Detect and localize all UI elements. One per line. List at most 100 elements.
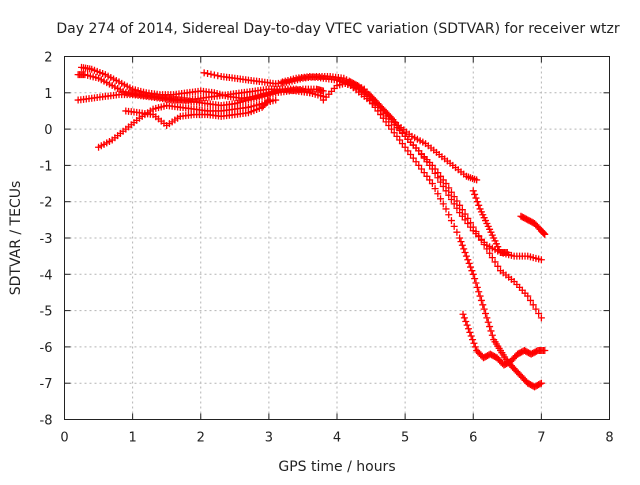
data-point [467, 263, 475, 271]
data-point [529, 301, 537, 309]
data-point [483, 314, 491, 322]
data-point [461, 210, 469, 218]
data-point [526, 296, 534, 304]
x-tick-label: 1 [128, 431, 136, 446]
data-point [475, 288, 483, 296]
x-tick-label: 0 [60, 431, 68, 446]
data-point [396, 136, 404, 144]
data-point [272, 96, 280, 104]
series-track-6 [200, 69, 481, 184]
data-point [458, 206, 466, 214]
grid [64, 56, 610, 420]
y-tick-label: 2 [44, 51, 52, 66]
y-tick-label: -4 [40, 268, 53, 283]
data-point [388, 114, 395, 122]
data-point [537, 314, 545, 322]
data-point [469, 270, 477, 278]
data-point [360, 89, 368, 97]
x-tick-label: 3 [265, 431, 273, 446]
data-point [541, 347, 549, 355]
data-point [393, 121, 401, 129]
data-point [401, 143, 409, 151]
y-tick-label: 1 [44, 87, 52, 102]
series-track-5 [122, 96, 273, 129]
data-point [472, 194, 480, 202]
data-point [458, 241, 466, 249]
data-point [535, 310, 543, 318]
y-tick-label: -8 [40, 414, 53, 429]
data-point [537, 256, 545, 264]
axis-ticks: 0 1 2 3 4 5 6 7 8 2 1 0 -1 -2 -3 -4 -5 -6 -7 -8 [40, 51, 614, 446]
series-track-4 [95, 96, 280, 151]
data-point [540, 230, 548, 238]
data-point [417, 165, 425, 173]
data-point [456, 201, 464, 209]
data-point [264, 98, 272, 106]
data-point [469, 187, 477, 195]
x-tick-label: 4 [333, 431, 341, 446]
data-point [428, 180, 436, 188]
data-point [447, 217, 455, 225]
data-point [477, 296, 485, 304]
x-tick-label: 5 [401, 431, 409, 446]
data-point [464, 325, 472, 333]
data-point [453, 197, 461, 205]
y-tick-label: -3 [40, 232, 53, 247]
data-point [379, 114, 387, 122]
y-tick-label: -2 [40, 196, 53, 211]
data-point [464, 256, 472, 264]
data-point [200, 69, 208, 77]
data-point [466, 328, 474, 336]
data-point [477, 236, 485, 244]
data-point [483, 245, 491, 253]
x-tick-label: 8 [605, 431, 613, 446]
data-point [204, 70, 212, 78]
data-point [494, 262, 502, 270]
data-point [541, 230, 549, 238]
data-point [503, 249, 511, 257]
data-point [537, 379, 545, 387]
data-point [415, 161, 423, 169]
data-point [437, 172, 445, 180]
series-track-9 [333, 76, 545, 391]
data-point [214, 72, 222, 80]
data-point [442, 205, 450, 213]
data-point [459, 310, 467, 318]
data-point [404, 147, 412, 155]
data-point [471, 275, 479, 283]
series-track-7 [279, 72, 545, 264]
y-tick-label: -5 [40, 305, 53, 320]
data-point [431, 165, 439, 173]
y-tick-label: -1 [40, 159, 53, 174]
y-tick-label: -7 [40, 377, 53, 392]
data-point [536, 380, 544, 388]
data-point [210, 71, 218, 79]
series-track-10 [459, 310, 549, 369]
data-point [488, 254, 496, 262]
data-point [473, 283, 481, 291]
data-point [423, 172, 431, 180]
data-point [471, 190, 479, 198]
data-point [479, 301, 487, 309]
data-point [371, 103, 379, 111]
data-point [468, 267, 476, 275]
data-point [398, 140, 406, 148]
data-point [471, 343, 479, 351]
data-point [393, 132, 401, 140]
data-point [445, 184, 453, 192]
y-axis-label: SDTVAR / TECUs [8, 181, 24, 296]
data-point [486, 323, 494, 331]
data-point [488, 331, 496, 339]
data-point [428, 161, 436, 169]
data-point [377, 111, 385, 119]
data-point [450, 222, 458, 230]
x-axis-label: GPS time / hours [278, 459, 395, 475]
data-point [470, 339, 478, 347]
chart-title: Day 274 of 2014, Sidereal Day-to-day VTE… [56, 21, 620, 37]
data-point [439, 200, 447, 208]
data-point [457, 238, 465, 246]
data-point [368, 100, 376, 108]
data-point [472, 227, 480, 235]
data-point [420, 169, 428, 177]
